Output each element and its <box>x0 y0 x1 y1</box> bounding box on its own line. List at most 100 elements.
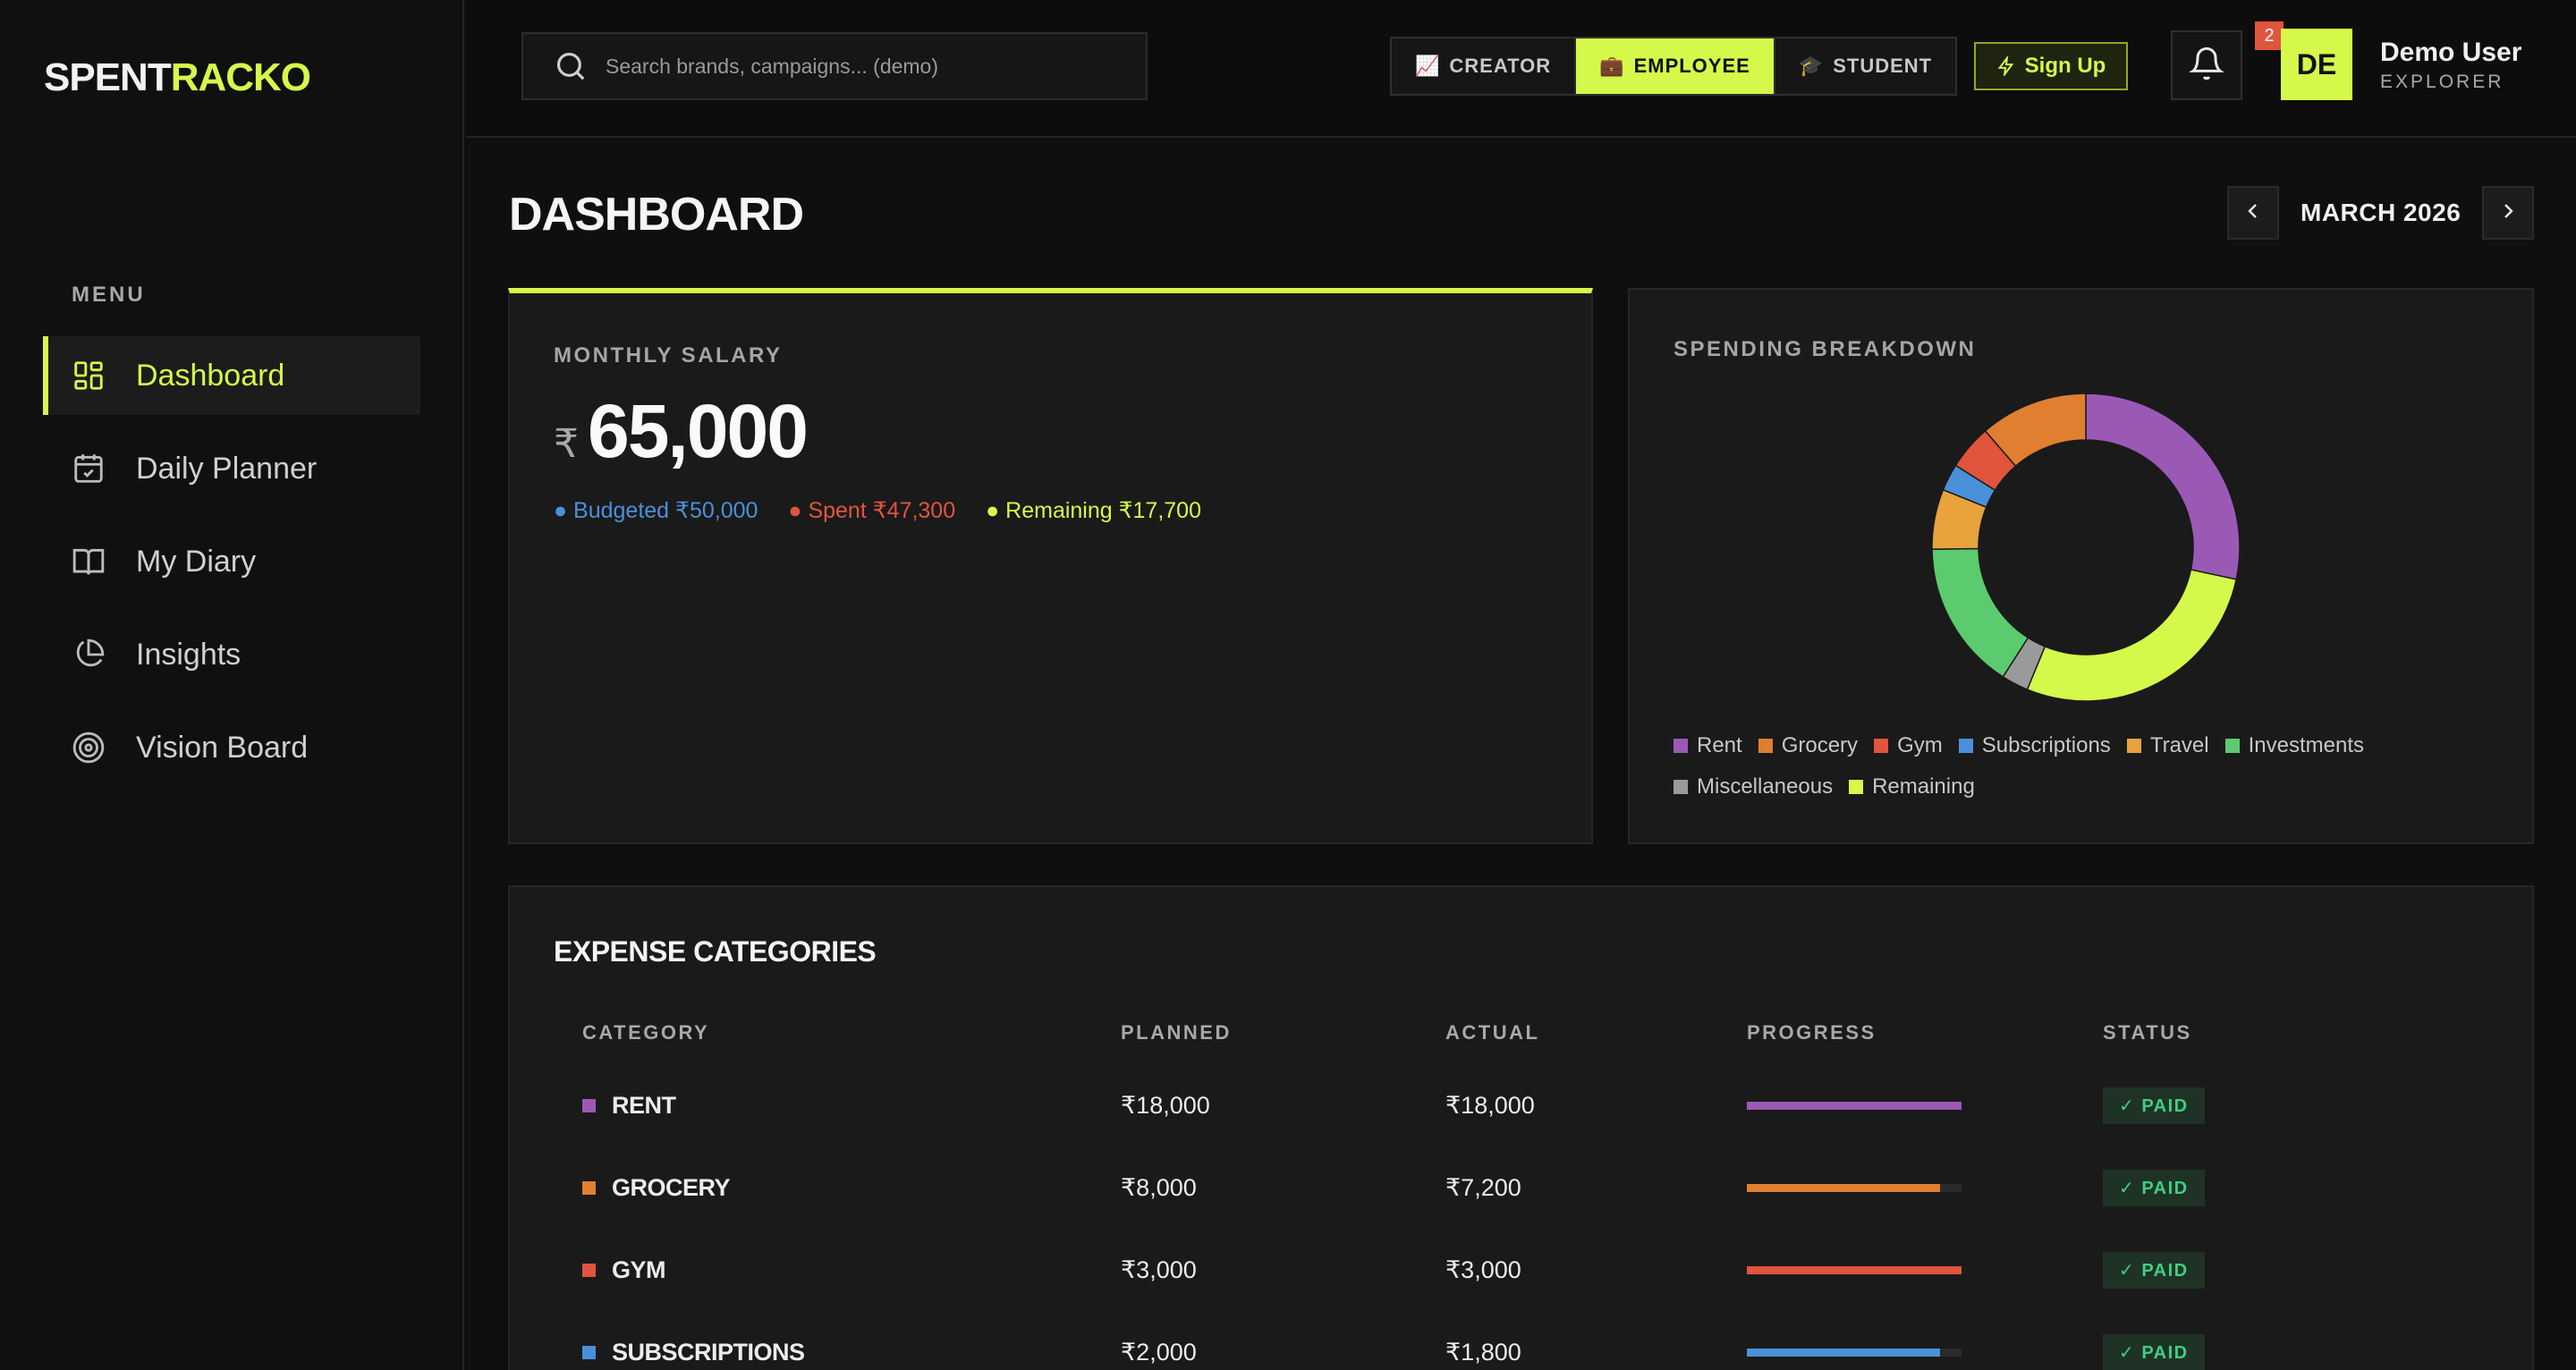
notifications-button[interactable] <box>2171 30 2242 100</box>
legend-swatch <box>2224 739 2240 753</box>
progress-bar <box>1747 1265 1962 1274</box>
legend-swatch <box>1674 780 1688 794</box>
progress-fill <box>1747 1265 1962 1274</box>
category-swatch <box>582 1345 596 1359</box>
role-tab-employee[interactable]: 💼 EMPLOYEE <box>1576 38 1775 94</box>
budgeted-stat: ● Budgeted ₹50,000 <box>554 498 758 523</box>
donut-slice-rent[interactable] <box>2085 393 2241 580</box>
sidebar-item-my-diary[interactable]: My Diary <box>43 522 420 601</box>
remaining-stat: ● Remaining ₹17,700 <box>986 498 1201 523</box>
sidebar-item-label: Dashboard <box>136 358 285 393</box>
sign-up-button[interactable]: Sign Up <box>1974 42 2128 90</box>
category-swatch <box>582 1263 596 1277</box>
role-label: EMPLOYEE <box>1633 55 1750 77</box>
pie-chart-icon <box>72 638 106 672</box>
avatar[interactable]: DE <box>2281 29 2352 100</box>
logo-text-accent: RACKO <box>170 55 311 99</box>
prev-month-button[interactable] <box>2227 186 2279 240</box>
status-cell: ✓ PAID <box>2103 1146 2205 1229</box>
sidebar-item-label: Vision Board <box>136 730 309 765</box>
progress-bar <box>1747 1101 1962 1110</box>
user-role: EXPLORER <box>2380 72 2504 92</box>
book-open-icon <box>72 545 106 579</box>
sidebar-item-label: Insights <box>136 637 242 672</box>
search-icon <box>554 49 588 83</box>
category-cell: GROCERY <box>582 1146 731 1229</box>
table-row[interactable]: GROCERY ₹8,000 ₹7,200 ✓ PAID <box>510 1146 2536 1229</box>
legend-swatch <box>2126 739 2141 753</box>
donut-slice-remaining[interactable] <box>2026 569 2238 702</box>
calendar-check-icon <box>72 452 106 486</box>
table-row[interactable]: SUBSCRIPTIONS ₹2,000 ₹1,800 ✓ PAID <box>510 1311 2536 1370</box>
planned-cell: ₹2,000 <box>1121 1338 1197 1366</box>
sign-up-label: Sign Up <box>2024 54 2106 78</box>
table-row[interactable]: RENT ₹18,000 ₹18,000 ✓ PAID <box>510 1064 2536 1146</box>
monthly-salary-card: MONTHLY SALARY ₹ 65,000 ● Budgeted ₹50,0… <box>508 288 1593 844</box>
sidebar: SPENTRACKO MENU Dashboard Daily Planner … <box>0 0 464 1370</box>
legend-swatch <box>1758 739 1773 753</box>
sidebar-item-insights[interactable]: Insights <box>43 615 420 694</box>
status-cell: ✓ PAID <box>2103 1229 2205 1311</box>
sidebar-nav: Dashboard Daily Planner My Diary Insight… <box>43 336 420 801</box>
role-tab-creator[interactable]: 📈 CREATOR <box>1392 38 1577 94</box>
category-swatch <box>582 1098 596 1112</box>
dashboard-grid-icon <box>72 359 106 393</box>
legend-swatch <box>1874 739 1889 753</box>
sidebar-item-dashboard[interactable]: Dashboard <box>43 336 420 415</box>
next-month-button[interactable] <box>2482 186 2535 240</box>
progress-cell <box>1747 1064 1962 1146</box>
progress-cell <box>1747 1146 1962 1229</box>
legend-label: Subscriptions <box>1981 733 2111 757</box>
user-name: Demo User <box>2380 38 2522 67</box>
sidebar-item-label: Daily Planner <box>136 451 318 486</box>
planned-cell: ₹18,000 <box>1121 1091 1210 1119</box>
donut-slice-investments[interactable] <box>1931 547 2029 678</box>
progress-cell <box>1747 1229 1962 1311</box>
actual-cell: ₹1,800 <box>1445 1338 1521 1366</box>
chevron-right-icon <box>2497 200 2519 226</box>
planned-cell: ₹8,000 <box>1121 1173 1197 1201</box>
card-label: MONTHLY SALARY <box>554 343 783 368</box>
donut-slice-grocery[interactable] <box>1984 393 2087 468</box>
lightning-icon <box>1996 55 2016 78</box>
legend-label: Remaining <box>1872 774 1975 799</box>
briefcase-icon: 💼 <box>1599 55 1625 77</box>
category-name: SUBSCRIPTIONS <box>612 1338 805 1366</box>
column-header-category: CATEGORY <box>582 1021 710 1044</box>
sidebar-item-vision-board[interactable]: Vision Board <box>43 708 420 787</box>
progress-bar <box>1747 1183 1962 1192</box>
spending-donut-chart <box>1931 393 2241 702</box>
legend-item: Rent <box>1674 733 1742 758</box>
status-cell: ✓ PAID <box>2103 1311 2205 1370</box>
legend-label: Investments <box>2248 733 2364 757</box>
status-badge: ✓ PAID <box>2103 1169 2205 1206</box>
legend-item: Subscriptions <box>1958 733 2111 758</box>
menu-section-label: MENU <box>72 283 146 307</box>
currency-symbol: ₹ <box>554 422 579 466</box>
target-icon <box>72 731 106 765</box>
salary-value: 65,000 <box>588 389 809 473</box>
spending-breakdown-card: SPENDING BREAKDOWN Rent Grocery Gym Subscri… <box>1628 288 2534 844</box>
legend-item: Miscellaneous <box>1674 774 1833 799</box>
status-badge: ✓ PAID <box>2103 1333 2205 1370</box>
category-name: RENT <box>612 1091 676 1119</box>
category-cell: RENT <box>582 1064 676 1146</box>
logo-text-primary: SPENT <box>44 55 172 99</box>
search-box[interactable] <box>521 32 1148 100</box>
sidebar-item-daily-planner[interactable]: Daily Planner <box>43 429 420 508</box>
search-input[interactable] <box>606 54 1106 79</box>
role-tab-student[interactable]: 🎓 STUDENT <box>1775 38 1955 94</box>
table-row[interactable]: GYM ₹3,000 ₹3,000 ✓ PAID <box>510 1229 2536 1311</box>
actual-cell: ₹7,200 <box>1445 1173 1521 1201</box>
column-header-actual: ACTUAL <box>1445 1021 1540 1044</box>
legend-item: Travel <box>2126 733 2209 758</box>
legend-item: Investments <box>2224 733 2364 758</box>
expense-categories-card: EXPENSE CATEGORIES CATEGORY PLANNED ACTU… <box>508 885 2534 1370</box>
progress-cell <box>1747 1311 1962 1370</box>
notification-badge: 2 <box>2255 21 2284 50</box>
category-name: GYM <box>612 1256 666 1283</box>
app-logo[interactable]: SPENTRACKO <box>44 55 311 100</box>
role-label: CREATOR <box>1449 55 1552 77</box>
progress-fill <box>1747 1183 1940 1192</box>
column-header-planned: PLANNED <box>1121 1021 1232 1044</box>
